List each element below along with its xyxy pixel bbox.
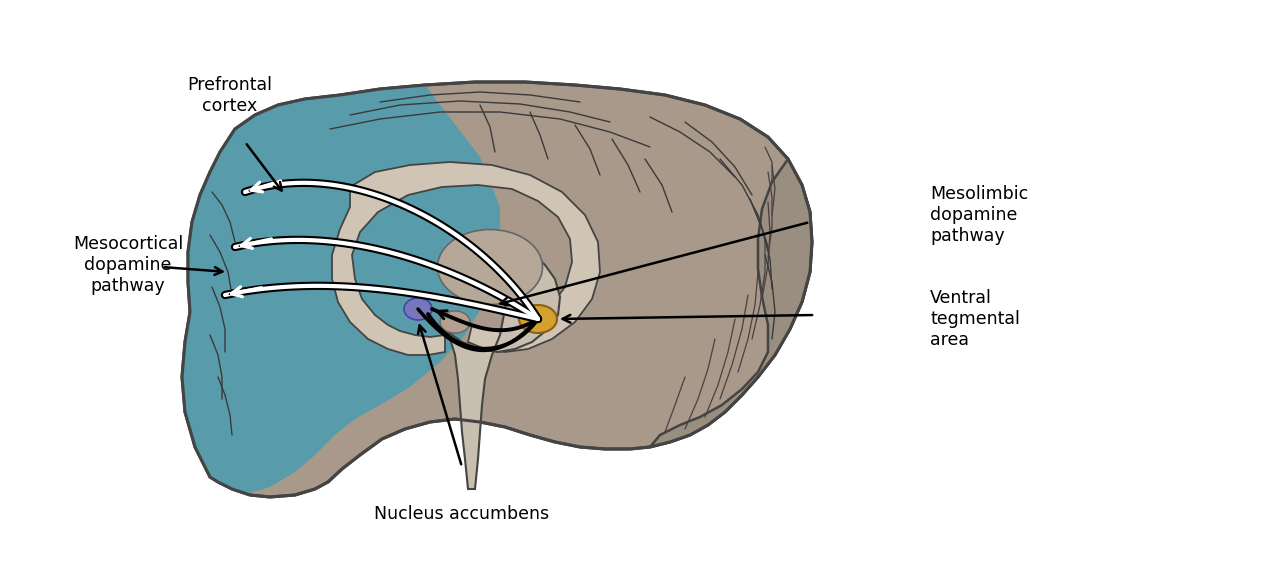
Text: Prefrontal
cortex: Prefrontal cortex [187,76,273,115]
Polygon shape [332,162,600,355]
Text: Nucleus accumbens: Nucleus accumbens [375,505,549,523]
Ellipse shape [404,298,433,320]
Ellipse shape [440,311,470,333]
Text: Ventral
tegmental
area: Ventral tegmental area [931,289,1020,349]
Ellipse shape [518,305,557,333]
Polygon shape [650,159,812,447]
Polygon shape [448,242,561,489]
Ellipse shape [438,230,543,305]
Text: Mesolimbic
dopamine
pathway: Mesolimbic dopamine pathway [931,185,1028,245]
Polygon shape [182,82,812,497]
Text: Mesocortical
dopamine
pathway: Mesocortical dopamine pathway [73,235,183,295]
Polygon shape [182,85,500,493]
